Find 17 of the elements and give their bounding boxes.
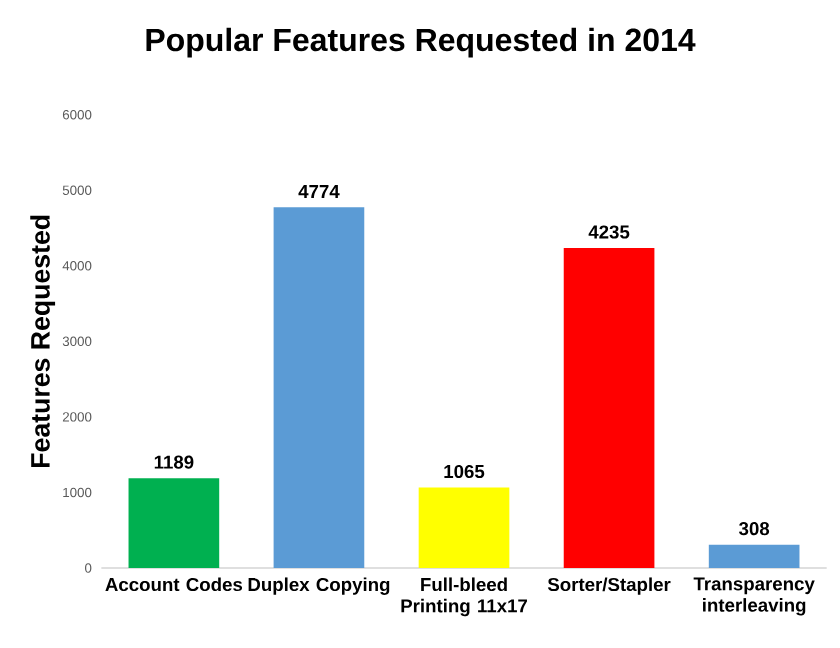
y-axis-title: Features Requested xyxy=(30,215,56,467)
x-tick-label: Full-bleed Printing 11x17 xyxy=(401,577,527,617)
data-label: 1189 xyxy=(154,455,194,469)
bar xyxy=(708,544,800,568)
x-tick-label: Sorter/Stapler xyxy=(547,577,671,595)
data-label: 4774 xyxy=(298,185,340,198)
bar xyxy=(563,248,655,568)
bar xyxy=(273,207,365,568)
chart-title: Popular Features Requested in 2014 xyxy=(146,27,696,58)
data-label: 4235 xyxy=(588,225,630,239)
x-tick-label: Account Codes xyxy=(105,577,243,592)
x-tick-label: Duplex Copying xyxy=(248,577,390,595)
bar xyxy=(418,487,510,568)
data-label: 1065 xyxy=(444,464,485,479)
x-tick-label: Transparency interleaving xyxy=(693,577,815,616)
data-label: 308 xyxy=(738,522,770,536)
bar xyxy=(128,478,220,568)
